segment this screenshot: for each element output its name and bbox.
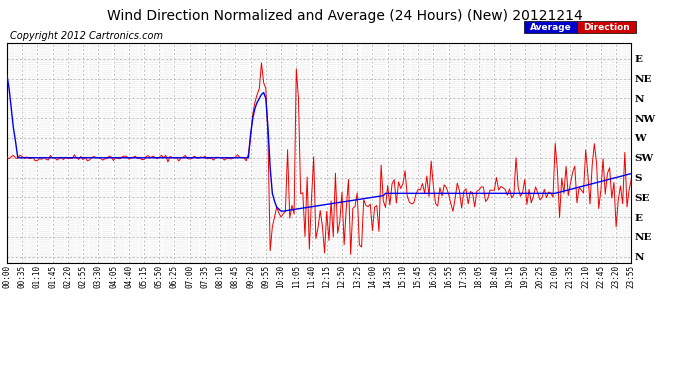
Text: Copyright 2012 Cartronics.com: Copyright 2012 Cartronics.com — [10, 31, 163, 41]
Text: Direction: Direction — [583, 23, 630, 32]
FancyBboxPatch shape — [577, 21, 636, 33]
Text: Wind Direction Normalized and Average (24 Hours) (New) 20121214: Wind Direction Normalized and Average (2… — [107, 9, 583, 23]
Text: Average: Average — [530, 23, 571, 32]
FancyBboxPatch shape — [524, 21, 577, 33]
